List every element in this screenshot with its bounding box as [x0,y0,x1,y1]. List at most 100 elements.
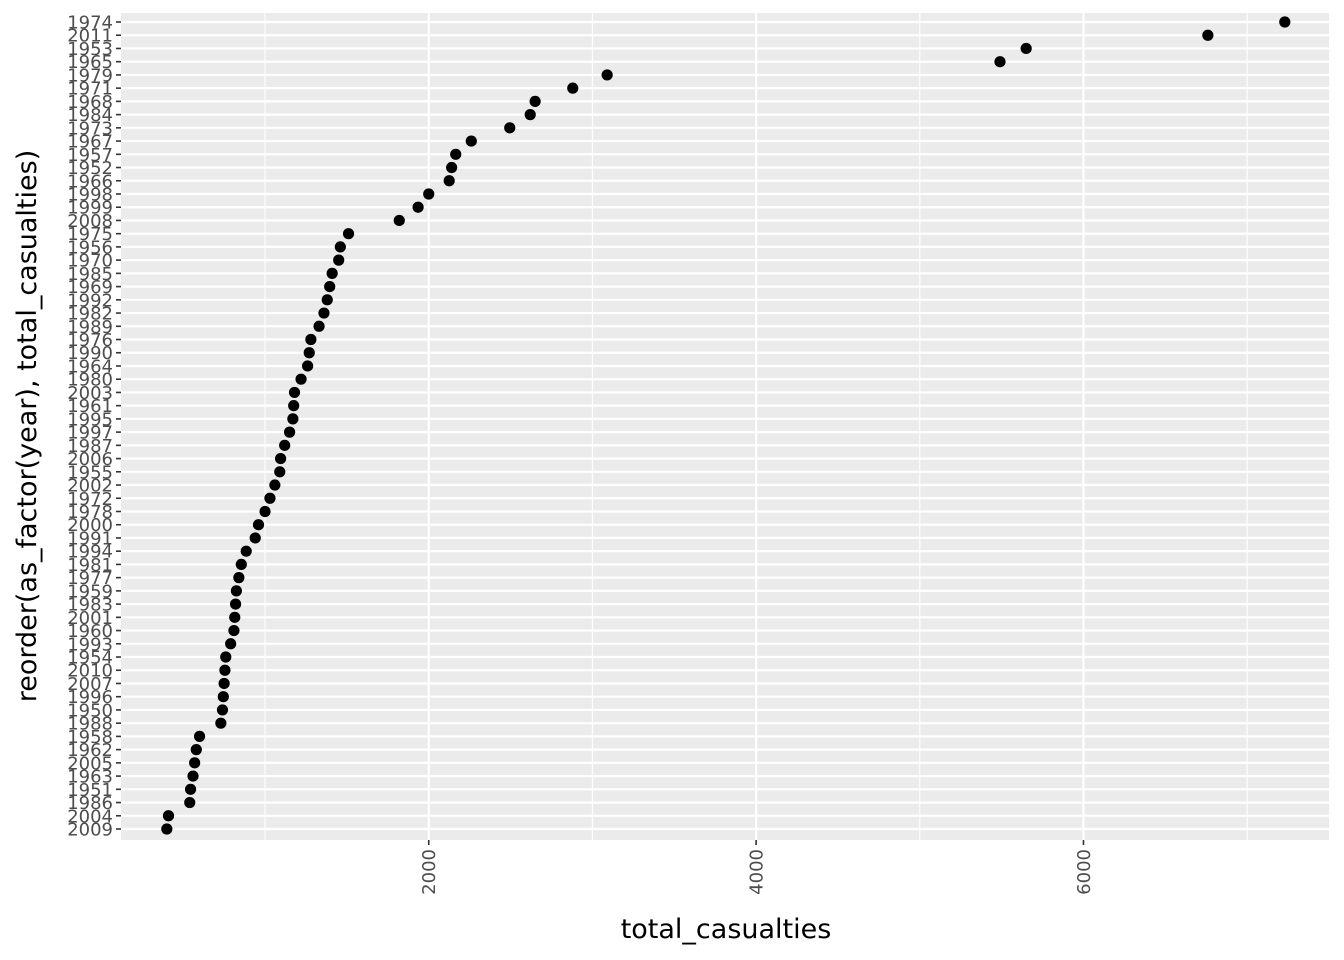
y-tick-label: 1978 [67,502,113,523]
data-point [216,704,229,716]
y-tick-label: 1996 [67,687,113,708]
data-point [318,307,330,319]
y-tick-label: 2010 [67,661,113,682]
y-tick-label: 1999 [67,198,113,219]
data-point [283,426,296,438]
data-point [446,161,458,174]
data-point [279,439,291,451]
data-point [295,373,307,385]
data-point [264,492,276,504]
data-point [302,360,314,372]
data-point [225,638,237,650]
data-point [274,452,287,465]
data-point [288,400,300,412]
data-point [217,691,229,703]
data-point [567,82,579,94]
y-tick-label: 1982 [67,304,113,325]
data-point [450,148,462,160]
y-tick-label: 1968 [67,92,113,113]
y-tick-label: 2001 [67,608,113,629]
data-point [259,505,271,518]
data-point [1279,16,1291,28]
y-tick-label: 1991 [67,528,113,549]
y-tick-label: 1952 [67,158,113,179]
data-point [423,188,435,200]
y-tick-label: 1958 [67,727,113,748]
y-tick-label: 1957 [67,145,113,166]
y-tick-label: 1986 [67,793,113,814]
y-tick-label: 1981 [67,555,113,576]
y-tick-label: 1956 [67,237,113,258]
data-point [1020,42,1032,55]
y-tick-label: 1955 [67,462,113,483]
data-points [161,16,1291,835]
data-point [326,267,338,279]
data-point [184,783,197,795]
y-tick-label: 2006 [67,449,113,470]
y-tick-label: 1997 [67,423,113,444]
data-point [324,280,336,293]
data-point [333,254,345,266]
x-axis-title: total_casualties [621,914,832,945]
data-point [252,519,265,531]
data-point [233,572,245,584]
y-tick-label: 1959 [67,581,113,602]
y-axis-title: reorder(as_factor(year), total_casualtie… [12,150,43,703]
y-tick-label: 1977 [67,568,113,589]
y-tick-label: 2000 [67,515,113,536]
data-point [230,585,242,597]
y-tick-label: 1989 [67,317,113,338]
y-tick-label: 1963 [67,767,113,788]
y-tick-label: 1970 [67,251,113,272]
data-point [215,717,227,729]
y-tick-label: 1998 [67,184,113,205]
data-point [529,95,541,107]
data-point [187,770,199,782]
y-tick-label: 2011 [67,26,113,47]
y-tick-label: 2004 [67,806,113,827]
x-tick-label: 4000 [747,849,768,895]
data-point [229,611,241,623]
data-point [184,796,196,809]
data-point [994,56,1006,68]
y-tick-label: 1969 [67,277,113,298]
y-tick-label: 1980 [67,370,113,391]
y-tick-label: 1994 [67,542,113,563]
y-tick-label: 1971 [67,79,113,100]
data-point [443,175,455,187]
y-tick-label: 1953 [67,39,113,60]
y-tick-label: 1976 [67,330,113,351]
y-tick-label: 2007 [67,674,113,695]
data-point [303,347,315,359]
data-point [305,333,317,346]
data-point [235,558,247,571]
y-tick-label: 1995 [67,409,113,430]
data-point [229,598,242,610]
data-point [240,545,252,557]
y-axis: 2009200419861951196320051962195819881950… [67,13,121,841]
x-tick-label: 2000 [419,849,440,895]
data-point [269,479,281,491]
y-tick-label: 1974 [67,13,113,34]
x-tick-label: 6000 [1074,849,1095,895]
y-tick-label: 1979 [67,65,113,86]
data-point [161,823,173,835]
y-tick-label: 1975 [67,224,113,245]
y-tick-label: 2003 [67,383,113,404]
data-point [218,677,230,690]
y-tick-label: 1972 [67,489,113,510]
y-tick-label: 2002 [67,476,113,497]
y-tick-label: 1950 [67,700,113,721]
y-tick-label: 1992 [67,290,113,311]
data-point [274,466,286,478]
data-point [342,228,355,240]
y-tick-label: 1988 [67,714,113,735]
y-tick-label: 1964 [67,356,113,377]
data-point [162,810,175,822]
y-tick-label: 2005 [67,753,113,774]
y-tick-label: 1965 [67,52,113,73]
y-tick-label: 1983 [67,595,113,616]
x-axis: 2000 4000 6000 [419,840,1095,895]
data-point [334,241,346,253]
